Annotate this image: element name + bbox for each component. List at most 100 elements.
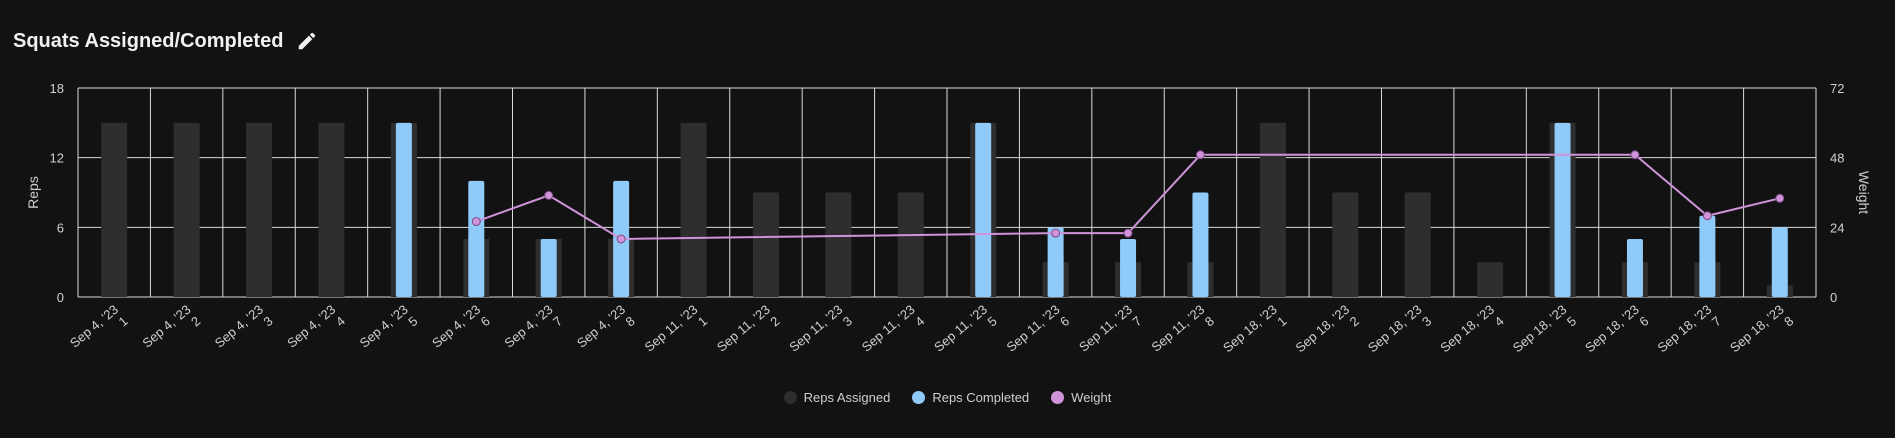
x-tick-label: Sep 11, '231: [641, 302, 710, 366]
legend-item-reps-assigned[interactable]: Reps Assigned: [783, 390, 891, 405]
x-tick-index: 5: [1564, 313, 1579, 329]
x-tick-label: Sep 18, '235: [1510, 302, 1579, 367]
x-tick-index: 1: [116, 313, 131, 329]
x-tick-index: 8: [623, 313, 638, 329]
x-tick-label: Sep 18, '232: [1292, 302, 1361, 367]
bar-reps-assigned: [173, 122, 200, 297]
x-tick-date: Sep 4, '23: [212, 302, 266, 351]
x-tick-label: Sep 4, '232: [139, 302, 203, 362]
x-tick-index: 1: [695, 313, 710, 329]
x-tick-index: 5: [985, 313, 1000, 329]
chart-legend: Reps Assigned Reps Completed Weight: [0, 390, 1895, 405]
pencil-icon[interactable]: [295, 29, 319, 53]
x-tick-label: Sep 18, '237: [1655, 302, 1724, 367]
weight-point: [471, 217, 481, 227]
x-tick-index: 6: [1057, 313, 1072, 329]
x-tick-date: Sep 4, '23: [501, 302, 555, 351]
x-tick-label: Sep 4, '237: [501, 302, 565, 362]
x-tick-label: Sep 4, '234: [284, 302, 348, 362]
legend-label-assigned: Reps Assigned: [803, 390, 891, 405]
y-tick-label: 6: [57, 220, 64, 235]
bar-reps-assigned: [1477, 262, 1504, 297]
bar-reps-completed: [1047, 227, 1064, 297]
legend-dot-assigned: [783, 391, 797, 404]
x-tick-date: Sep 18, '23: [1582, 302, 1642, 356]
legend-item-weight[interactable]: Weight: [1051, 390, 1111, 405]
x-tick-date: Sep 4, '23: [357, 302, 411, 351]
x-tick-index: 3: [840, 313, 855, 329]
x-tick-label: Sep 4, '235: [357, 302, 421, 362]
x-tick-date: Sep 11, '23: [714, 302, 773, 355]
x-tick-index: 7: [1709, 313, 1724, 329]
chart-title: Squats Assigned/Completed: [13, 29, 284, 52]
x-tick-date: Sep 18, '23: [1655, 302, 1715, 356]
bar-reps-completed: [975, 122, 992, 297]
x-tick-index: 8: [1202, 313, 1217, 329]
x-tick-label: Sep 11, '234: [859, 302, 928, 366]
y-tick-label: 12: [50, 151, 64, 166]
x-tick-label: Sep 11, '235: [931, 302, 1000, 366]
x-tick-index: 4: [333, 313, 348, 329]
legend-item-reps-completed[interactable]: Reps Completed: [912, 390, 1029, 405]
weight-line: [475, 153, 1781, 240]
y2-tick-label: 24: [1830, 220, 1844, 235]
x-tick-label: Sep 18, '234: [1437, 302, 1506, 367]
x-tick-index: 2: [767, 313, 782, 329]
x-tick-date: Sep 4, '23: [429, 302, 483, 351]
x-tick-date: Sep 4, '23: [284, 302, 338, 351]
legend-label-completed: Reps Completed: [932, 390, 1030, 405]
x-tick-index: 3: [260, 313, 275, 329]
bar-reps-assigned: [101, 122, 128, 297]
x-tick-date: Sep 4, '23: [139, 302, 193, 351]
weight-point: [616, 234, 626, 244]
x-tick-date: Sep 11, '23: [931, 302, 990, 355]
x-tick-date: Sep 11, '23: [1148, 302, 1207, 355]
x-tick-index: 6: [1636, 313, 1651, 329]
bar-reps-completed: [1554, 122, 1571, 297]
x-tick-index: 2: [188, 313, 203, 329]
x-tick-label: Sep 18, '233: [1365, 302, 1434, 367]
x-tick-label: Sep 11, '238: [1148, 302, 1217, 366]
weight-point: [544, 190, 554, 200]
y2-axis-title: Weight: [1856, 171, 1872, 214]
bar-reps-assigned: [1404, 192, 1431, 297]
legend-dot-completed: [912, 391, 926, 404]
x-tick-index: 5: [405, 313, 420, 329]
x-tick-label: Sep 4, '233: [212, 302, 276, 362]
x-tick-label: Sep 18, '236: [1582, 302, 1651, 367]
x-tick-date: Sep 4, '23: [67, 302, 121, 351]
x-tick-index: 3: [1419, 313, 1434, 329]
y2-tick-label: 48: [1830, 151, 1844, 166]
x-tick-date: Sep 18, '23: [1437, 302, 1497, 356]
chart-header: Squats Assigned/Completed: [13, 26, 319, 56]
x-tick-label: Sep 11, '237: [1076, 302, 1145, 366]
x-tick-label: Sep 11, '233: [786, 302, 855, 366]
x-tick-index: 1: [1274, 313, 1289, 329]
grid: [77, 87, 1817, 298]
x-tick-label: Sep 18, '238: [1727, 302, 1796, 367]
bar-reps-assigned: [680, 122, 707, 297]
weight-point: [1775, 193, 1785, 203]
bar-reps-completed: [1120, 238, 1137, 297]
x-tick-date: Sep 18, '23: [1220, 302, 1280, 356]
weight-point: [1051, 228, 1061, 238]
y-tick-label: 18: [50, 81, 64, 96]
x-tick-label: Sep 4, '236: [429, 302, 493, 362]
bar-reps-completed: [1771, 227, 1788, 297]
bars: [101, 122, 1793, 297]
bar-reps-assigned: [1259, 122, 1286, 297]
x-tick-index: 4: [912, 313, 927, 329]
weight-point: [1195, 150, 1205, 160]
y2-tick-label: 72: [1830, 81, 1844, 96]
x-tick-index: 6: [478, 313, 493, 329]
bar-reps-completed: [1699, 215, 1716, 297]
bar-reps-completed: [468, 180, 485, 297]
x-tick-label: Sep 4, '238: [574, 302, 638, 362]
bar-reps-assigned: [246, 122, 273, 297]
x-tick-date: Sep 11, '23: [1004, 302, 1063, 355]
bar-reps-completed: [1192, 192, 1209, 297]
x-tick-date: Sep 18, '23: [1365, 302, 1425, 356]
weight-series: [471, 150, 1785, 244]
